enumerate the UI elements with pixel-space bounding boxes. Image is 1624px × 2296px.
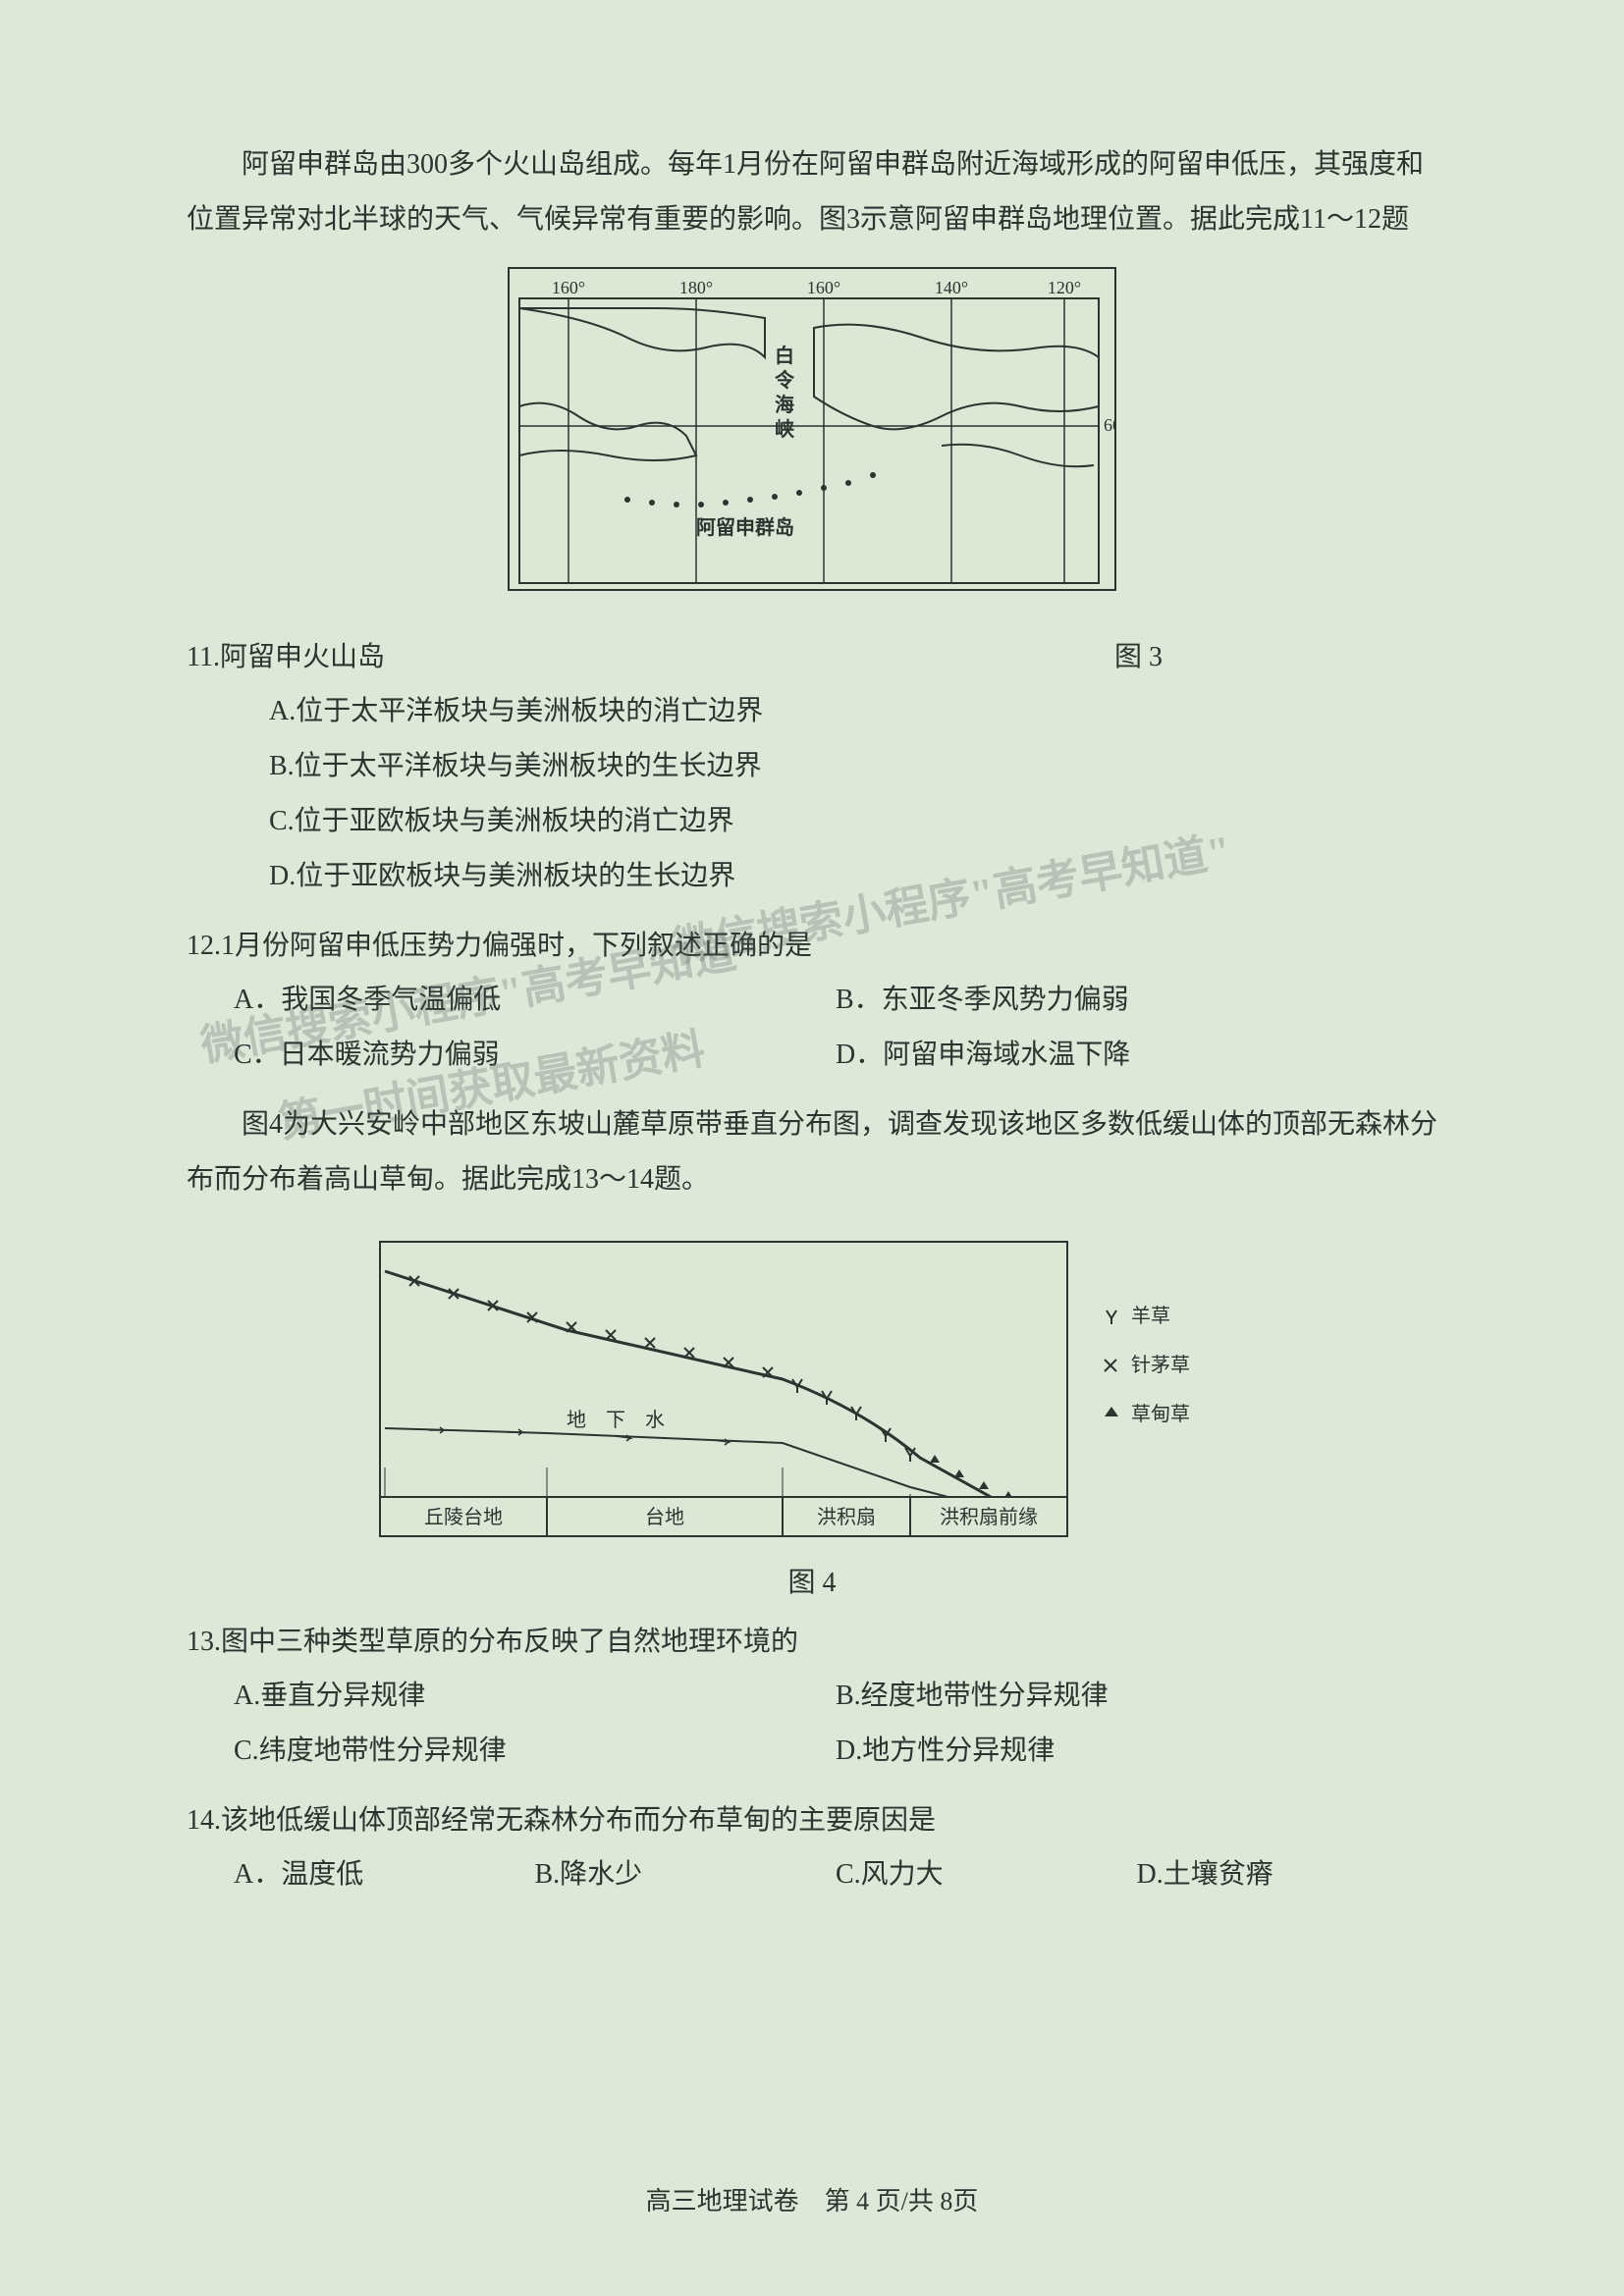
page-footer: 高三地理试卷 第 4 页/共 8页: [0, 2181, 1624, 2217]
zone-3: 洪积扇: [817, 1506, 876, 1528]
groundwater-label: 地 下 水: [567, 1409, 665, 1431]
q11-option-a: A.位于太平洋板块与美洲板块的消亡边界: [269, 684, 1437, 739]
q12-option-d: D．阿留申海域水温下降: [836, 1028, 1437, 1083]
legend-caodiancao: 草甸草: [1131, 1403, 1190, 1425]
legend-zhenmaocao: 针茅草: [1131, 1354, 1190, 1376]
zone-4: 洪积扇前缘: [940, 1506, 1038, 1528]
q13-option-a: A.垂直分异规律: [234, 1669, 836, 1724]
map-figure-container: 160° 180° 160° 140° 120° 60° 白 令 海 峡: [187, 267, 1437, 596]
q12-header: 12.1月份阿留申低压势力偏强时，下列叙述正确的是: [187, 924, 1437, 963]
diagram-legend: 羊草 针茅草 草甸草: [1105, 1305, 1190, 1425]
zone-1: 丘陵台地: [424, 1506, 503, 1528]
intro-paragraph-2: 图4为大兴安岭中部地区东坡山麓草原带垂直分布图，调查发现该地区多数低缓山体的顶部…: [187, 1097, 1437, 1207]
q13-options: A.垂直分异规律 B.经度地带性分异规律 C.纬度地带性分异规律 D.地方性分异…: [234, 1669, 1437, 1779]
legend-yangcao: 羊草: [1131, 1305, 1170, 1327]
q13-option-d: D.地方性分异规律: [836, 1724, 1437, 1779]
q14-header: 14.该地低缓山体顶部经常无森林分布而分布草甸的主要原因是: [187, 1798, 1437, 1838]
map-svg: 160° 180° 160° 140° 120° 60° 白 令 海 峡: [508, 267, 1116, 591]
q14-option-c: C.风力大: [836, 1847, 1137, 1902]
map-lon-1: 160°: [552, 278, 585, 297]
q11-option-c: C.位于亚欧板块与美洲板块的消亡边界: [269, 794, 1437, 849]
map-islands-label: 阿留申群岛: [696, 515, 794, 539]
q14-options: A．温度低 B.降水少 C.风力大 D.土壤贫瘠: [234, 1847, 1437, 1902]
q11-option-b: B.位于太平洋板块与美洲板块的生长边界: [269, 739, 1437, 794]
q12-option-a: A．我国冬季气温偏低: [234, 973, 836, 1028]
map-lon-4: 140°: [935, 278, 968, 297]
map-lon-5: 120°: [1048, 278, 1081, 297]
q14-option-b: B.降水少: [535, 1847, 837, 1902]
q11-header: 11.阿留申火山岛: [187, 635, 385, 674]
q12-options: A．我国冬季气温偏低 B．东亚冬季风势力偏弱 C．日本暖流势力偏弱 D．阿留申海…: [234, 973, 1437, 1083]
map-lon-3: 160°: [807, 278, 840, 297]
q13-header: 13.图中三种类型草原的分布反映了自然地理环境的: [187, 1620, 1437, 1659]
q14-option-d: D.土壤贫瘠: [1137, 1847, 1438, 1902]
map-strait-label-1: 白: [775, 344, 794, 367]
q14-option-a: A．温度低: [234, 1847, 535, 1902]
intro-paragraph-1: 阿留申群岛由300多个火山岛组成。每年1月份在阿留申群岛附近海域形成的阿留申低压…: [187, 137, 1437, 247]
map-lat-1: 60°: [1104, 415, 1116, 435]
figure-4-label: 图 4: [187, 1561, 1437, 1600]
map-strait-label-3: 海: [775, 393, 794, 416]
map-lon-2: 180°: [679, 278, 713, 297]
q12-option-b: B．东亚冬季风势力偏弱: [836, 973, 1437, 1028]
diagram-svg: 地 下 水: [370, 1232, 1254, 1546]
q11-option-d: D.位于亚欧板块与美洲板块的生长边界: [269, 849, 1437, 904]
map-strait-label-2: 令: [775, 368, 795, 392]
q13-option-b: B.经度地带性分异规律: [836, 1669, 1437, 1724]
zone-2: 台地: [645, 1506, 684, 1528]
q13-option-c: C.纬度地带性分异规律: [234, 1724, 836, 1779]
figure-3-label: 图 3: [1114, 635, 1163, 674]
map-strait-label-4: 峡: [775, 417, 795, 441]
q12-option-c: C．日本暖流势力偏弱: [234, 1028, 836, 1083]
diagram-figure-container: 地 下 水: [187, 1232, 1437, 1600]
